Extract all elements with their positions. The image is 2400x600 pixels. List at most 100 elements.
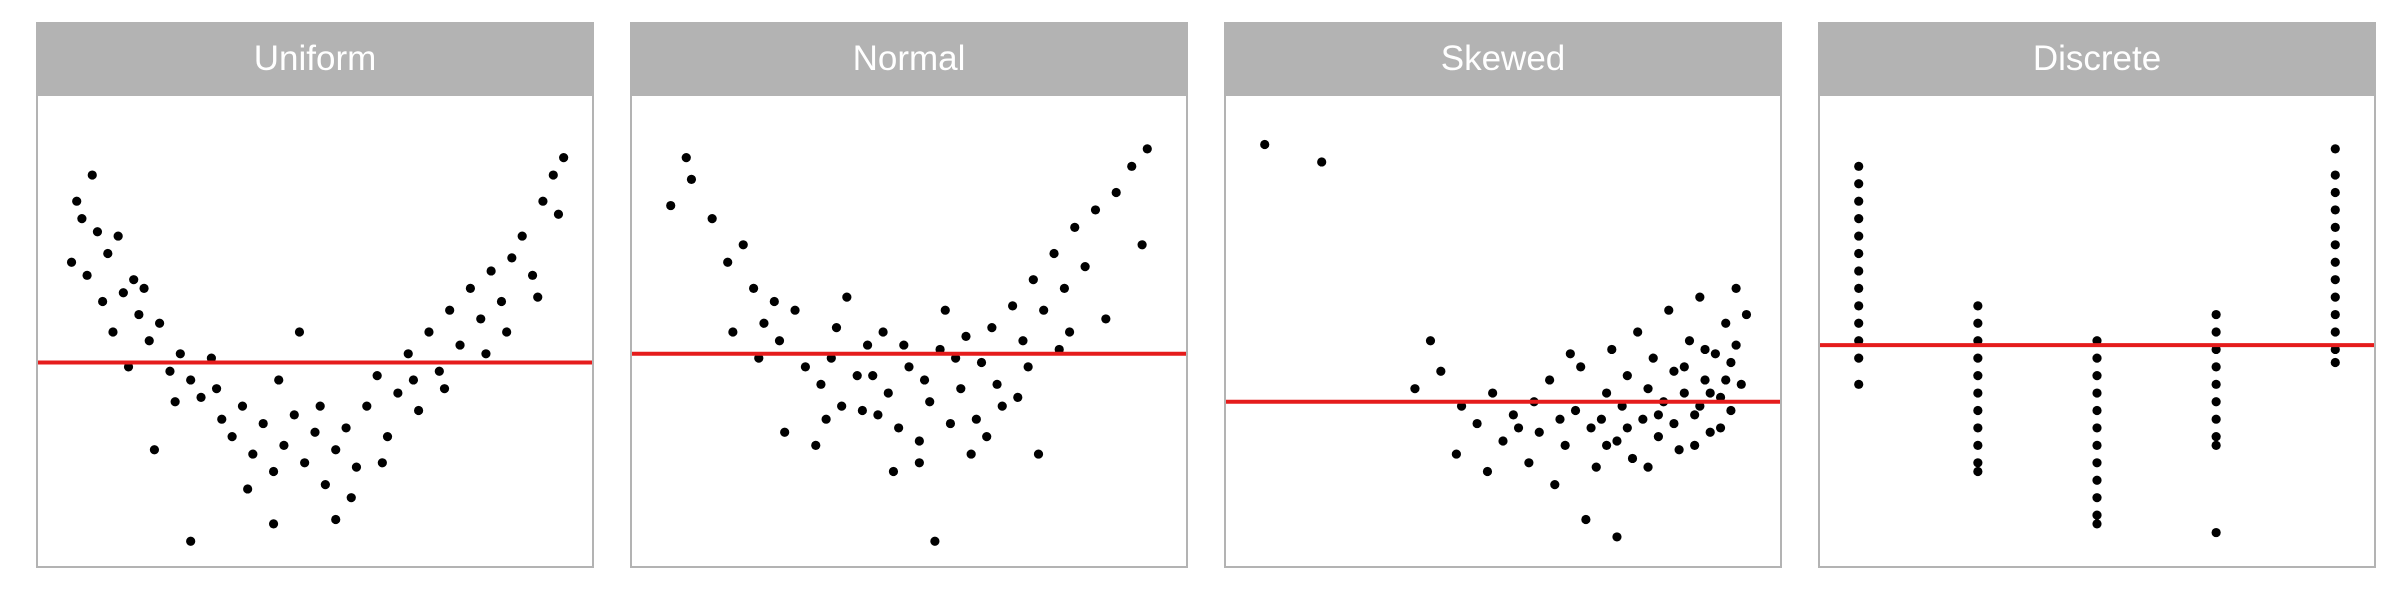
data-point [1854, 231, 1864, 241]
data-point [455, 340, 465, 350]
data-point [2330, 257, 2340, 267]
data-point [414, 405, 424, 416]
data-point [1581, 514, 1591, 525]
data-point [919, 375, 930, 385]
data-point [1013, 392, 1023, 402]
data-point [1101, 314, 1111, 324]
data-point [1451, 449, 1461, 459]
plot-area-skewed [1226, 96, 1780, 568]
data-point [217, 414, 227, 424]
panel-skewed: Skewed [1224, 22, 1782, 568]
panel-title-normal: Normal [630, 22, 1188, 96]
data-point [1612, 436, 1622, 446]
data-point [331, 514, 341, 525]
data-point [377, 458, 387, 468]
data-point [738, 240, 748, 250]
data-point [1854, 353, 1864, 363]
data-point [1023, 362, 1033, 372]
data-point [1008, 301, 1018, 311]
data-point [476, 314, 486, 324]
data-point [1627, 453, 1638, 464]
data-point [1854, 196, 1864, 206]
data-point [434, 366, 444, 376]
data-point [72, 196, 82, 206]
data-point [1565, 349, 1575, 359]
data-point [1612, 532, 1622, 542]
data-point [681, 153, 691, 163]
data-point [2330, 222, 2340, 232]
data-point [1973, 423, 1983, 433]
data-point [2092, 475, 2102, 485]
data-point [1633, 327, 1643, 337]
data-point [1560, 440, 1570, 450]
data-point [1602, 388, 1612, 398]
data-point [1854, 248, 1864, 259]
data-point [800, 362, 810, 372]
data-point [842, 292, 852, 302]
data-point [754, 353, 764, 363]
data-point [982, 432, 992, 442]
data-point [1524, 458, 1534, 468]
data-point [362, 401, 372, 411]
data-point [1854, 318, 1864, 328]
data-point [439, 384, 450, 394]
data-point [134, 309, 144, 320]
data-point [971, 414, 981, 424]
data-point [945, 418, 956, 429]
data-point [1059, 283, 1069, 293]
data-point [2092, 440, 2102, 450]
data-point [408, 375, 419, 385]
data-point [2330, 292, 2340, 302]
data-point [1622, 371, 1632, 381]
data-point [956, 384, 966, 394]
data-point [1973, 353, 1983, 363]
data-point [1550, 480, 1560, 490]
data-point [445, 305, 455, 315]
data-point [1482, 466, 1493, 477]
data-point [248, 449, 258, 459]
data-point [1545, 375, 1555, 385]
data-point [1674, 445, 1684, 455]
data-point [2092, 493, 2102, 503]
data-point [2330, 187, 2340, 198]
data-point [1090, 205, 1101, 215]
data-point [1111, 187, 1121, 198]
data-point [1715, 423, 1726, 433]
data-point [1973, 466, 1983, 477]
data-point [914, 458, 924, 468]
data-point [2330, 240, 2340, 250]
data-point [502, 327, 512, 337]
data-point [1731, 283, 1741, 293]
data-point [1622, 423, 1632, 433]
data-point [186, 536, 196, 546]
data-point [1317, 157, 1327, 167]
data-point [2092, 405, 2102, 416]
data-point [2211, 527, 2221, 538]
data-point [1690, 410, 1700, 420]
data-point [320, 480, 330, 490]
data-point [821, 414, 831, 424]
data-point [1653, 410, 1663, 420]
data-point [1705, 427, 1715, 437]
data-point [2092, 371, 2102, 381]
data-point [1705, 388, 1715, 398]
data-point [92, 227, 103, 237]
data-point [87, 170, 97, 180]
data-point [826, 353, 836, 363]
data-point [1576, 362, 1586, 372]
data-point [1973, 336, 1983, 346]
data-point [774, 336, 785, 346]
data-point [1555, 414, 1565, 424]
data-point [899, 340, 909, 350]
data-point [1695, 401, 1705, 411]
data-point [1260, 139, 1270, 150]
data-point [728, 327, 738, 337]
data-point [2330, 357, 2340, 368]
data-point [1643, 462, 1653, 472]
data-point [1653, 432, 1663, 442]
data-point [331, 445, 341, 455]
data-point [465, 283, 475, 293]
data-point [175, 349, 185, 359]
data-point [139, 283, 149, 293]
data-point [1049, 248, 1059, 259]
